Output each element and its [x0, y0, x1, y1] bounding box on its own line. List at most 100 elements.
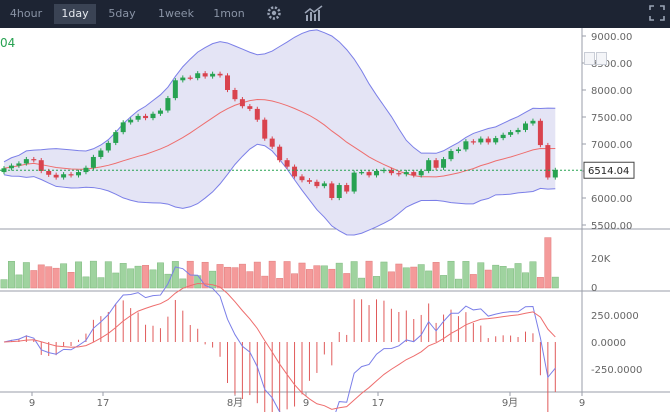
- candle-body: [187, 77, 193, 79]
- candle-body: [403, 172, 409, 175]
- time-tick-label: 17: [97, 398, 110, 409]
- tab-1mon[interactable]: 1mon: [213, 7, 245, 20]
- candle-body: [426, 160, 432, 171]
- candle-body: [31, 159, 37, 161]
- panel-pause-icon[interactable]: [584, 52, 595, 65]
- candle-body: [500, 134, 506, 139]
- candle-body: [344, 185, 350, 192]
- price-tick-label: 9000.00: [591, 32, 632, 43]
- candle-body: [98, 150, 104, 157]
- volume-bar: [75, 261, 82, 289]
- volume-bar: [246, 271, 254, 289]
- candle-body: [374, 171, 379, 176]
- volume-bar: [536, 277, 544, 289]
- volume-bar: [82, 276, 90, 289]
- candle-body: [247, 106, 253, 109]
- candle-body: [478, 138, 484, 143]
- volume-bar: [67, 272, 75, 289]
- candle-body: [232, 90, 238, 100]
- volume-bar: [306, 269, 313, 289]
- volume-bar: [164, 273, 172, 289]
- candlestick-chart[interactable]: 9000.008500.008000.007500.007000.006500.…: [0, 28, 670, 412]
- tab-5day[interactable]: 5day: [108, 7, 136, 20]
- volume-bar: [373, 276, 380, 289]
- volume-bar: [37, 264, 45, 289]
- candle-body: [180, 77, 186, 81]
- time-tick-label: 9: [29, 398, 35, 409]
- candle-body: [411, 172, 417, 176]
- volume-bar: [425, 270, 433, 289]
- volume-bar: [30, 270, 38, 289]
- volume-bar: [358, 277, 366, 289]
- volume-bar: [395, 263, 403, 289]
- price-tick-label: 6000.00: [591, 194, 632, 205]
- volume-bar: [15, 274, 23, 289]
- tab-1day[interactable]: 1day: [54, 4, 96, 24]
- volume-tick-label: 0: [591, 283, 597, 294]
- candle-body: [455, 149, 461, 152]
- price-tick-label: 7000.00: [591, 140, 632, 151]
- candle-body: [165, 98, 171, 111]
- volume-bar: [89, 260, 97, 289]
- macd-dea-line: [3, 283, 556, 410]
- candle-body: [463, 141, 469, 150]
- volume-bar: [432, 262, 440, 289]
- chart-indicators-icon[interactable]: [304, 4, 324, 22]
- volume-bar: [224, 266, 231, 289]
- candle-body: [336, 185, 342, 198]
- tab-4hour[interactable]: 4hour: [9, 7, 43, 20]
- volume-bar: [22, 262, 30, 289]
- volume-bar: [529, 261, 537, 289]
- volume-bar: [544, 237, 552, 289]
- volume-bar: [157, 262, 164, 289]
- volume-bar: [201, 261, 209, 289]
- volume-bar: [60, 263, 68, 289]
- panel-split-icon[interactable]: [596, 52, 607, 65]
- macd-tick-label: 250.0000: [591, 311, 639, 322]
- timeframe-toolbar: 4hour 1day 5day 1week 1mon: [0, 0, 670, 28]
- volume-bar: [320, 265, 328, 289]
- volume-bar: [365, 260, 373, 289]
- candle-body: [396, 173, 402, 175]
- volume-bar: [283, 261, 291, 289]
- candle-body: [113, 132, 119, 143]
- volume-bar: [350, 261, 358, 289]
- gear-icon[interactable]: [265, 4, 283, 22]
- volume-bar: [127, 268, 135, 289]
- volume-bar: [551, 276, 559, 289]
- candle-body: [90, 156, 96, 168]
- candle-body: [61, 174, 67, 178]
- candle-body: [284, 160, 290, 167]
- candle-body: [225, 75, 230, 90]
- volume-bar: [499, 266, 507, 289]
- volume-bar: [462, 261, 470, 289]
- volume-tick-label: 20K: [591, 254, 611, 265]
- volume-bar: [514, 263, 522, 289]
- price-tick-label: 7500.00: [591, 113, 632, 124]
- candle-body: [314, 181, 320, 187]
- candle-body: [38, 160, 44, 171]
- volume-bar: [0, 279, 8, 289]
- fullscreen-icon[interactable]: [648, 4, 666, 22]
- current-price-label: 6514.04: [588, 166, 629, 177]
- price-tick-label: 5500.00: [591, 221, 632, 232]
- candle-body: [537, 120, 543, 146]
- candle-body: [254, 108, 260, 120]
- candle-body: [470, 141, 476, 143]
- candle-body: [195, 73, 201, 79]
- volume-bar: [455, 278, 462, 289]
- volume-bar: [440, 275, 448, 289]
- volume-bar: [380, 261, 388, 289]
- tab-1week[interactable]: 1week: [158, 7, 194, 20]
- volume-bar: [134, 265, 142, 289]
- volume-bar: [507, 268, 515, 289]
- candle-body: [217, 73, 223, 76]
- volume-bar: [477, 262, 485, 289]
- volume-bar: [447, 260, 455, 289]
- candle-body: [53, 174, 59, 178]
- candle-body: [68, 174, 74, 176]
- volume-bar: [112, 272, 120, 289]
- candle-body: [515, 129, 521, 133]
- time-tick-label: 9月: [502, 397, 518, 409]
- candle-body: [545, 145, 551, 178]
